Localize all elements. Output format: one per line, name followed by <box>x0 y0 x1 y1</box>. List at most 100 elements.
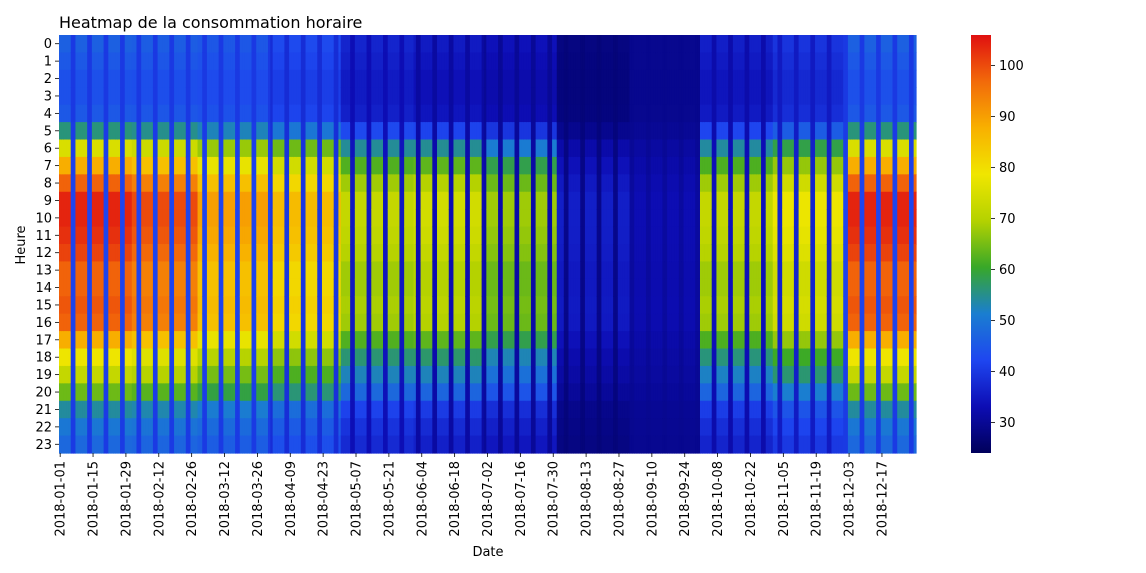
heatmap-cell <box>155 69 159 88</box>
heatmap-cell <box>291 365 295 384</box>
heatmap-cell <box>439 435 443 454</box>
heatmap-cell <box>469 139 473 158</box>
heatmap-cell <box>420 122 424 141</box>
heatmap-cell <box>225 139 229 158</box>
heatmap-cell <box>321 435 325 454</box>
heatmap-cell <box>331 226 335 245</box>
heatmap-cell <box>314 383 318 402</box>
heatmap-cell <box>331 365 335 384</box>
heatmap-cell <box>387 435 391 454</box>
heatmap-cell <box>148 435 152 454</box>
heatmap-cell <box>59 365 62 384</box>
heatmap-cell <box>75 139 79 158</box>
heatmap-cell <box>237 261 241 280</box>
heatmap-cell <box>537 400 541 419</box>
heatmap-cell <box>458 331 462 350</box>
heatmap-cell <box>481 226 485 245</box>
heatmap-cell <box>253 418 257 437</box>
heatmap-cell <box>167 69 170 88</box>
heatmap-cell <box>347 313 351 332</box>
heatmap-cell <box>336 278 340 297</box>
heatmap-cell <box>526 209 530 228</box>
heatmap-cell <box>352 278 356 297</box>
heatmap-cell <box>307 69 311 88</box>
heatmap-cell <box>134 104 138 123</box>
heatmap-cell <box>507 418 511 437</box>
heatmap-cell <box>242 226 246 245</box>
heatmap-cell <box>516 104 520 123</box>
heatmap-cell <box>127 209 131 228</box>
heatmap-cell <box>429 261 433 280</box>
heatmap-cell <box>258 174 262 193</box>
heatmap-cell <box>491 348 494 367</box>
heatmap-cell <box>340 331 344 350</box>
heatmap-cell <box>310 348 314 367</box>
heatmap-cell <box>425 278 429 297</box>
heatmap-cell <box>258 261 262 280</box>
heatmap-cell <box>228 261 231 280</box>
heatmap-cell <box>371 156 375 175</box>
heatmap-cell <box>108 348 112 367</box>
heatmap-cell <box>87 52 91 71</box>
heatmap-cell <box>87 261 91 280</box>
heatmap-cell <box>364 400 368 419</box>
heatmap-cell <box>197 435 201 454</box>
heatmap-cell <box>458 348 462 367</box>
heatmap-cell <box>129 278 133 297</box>
heatmap-cell <box>286 35 290 54</box>
heatmap-cell <box>296 418 300 437</box>
heatmap-cell <box>270 174 274 193</box>
heatmap-cell <box>528 400 532 419</box>
heatmap-cell <box>479 174 483 193</box>
heatmap-cell <box>521 156 525 175</box>
heatmap-cell <box>537 383 541 402</box>
heatmap-cell <box>505 104 509 123</box>
heatmap-cell <box>157 244 161 263</box>
heatmap-cell <box>282 400 285 419</box>
heatmap-cell <box>230 400 234 419</box>
heatmap-cell <box>352 226 356 245</box>
heatmap-cell <box>296 331 300 350</box>
heatmap-cell <box>138 69 142 88</box>
heatmap-cell <box>171 104 175 123</box>
heatmap-cell <box>312 244 316 263</box>
heatmap-cell <box>66 191 69 210</box>
heatmap-cell <box>314 156 318 175</box>
heatmap-cell <box>462 313 466 332</box>
heatmap-cell <box>465 209 469 228</box>
heatmap-cell <box>260 313 264 332</box>
heatmap-cell <box>183 87 187 106</box>
heatmap-cell <box>383 174 386 193</box>
heatmap-cell <box>84 296 88 315</box>
heatmap-cell <box>399 104 403 123</box>
heatmap-cell <box>178 278 182 297</box>
heatmap-cell <box>185 191 189 210</box>
heatmap-cell <box>458 435 462 454</box>
heatmap-cell <box>366 348 370 367</box>
heatmap-cell <box>451 383 455 402</box>
heatmap-cell <box>521 365 525 384</box>
heatmap-cell <box>446 418 450 437</box>
heatmap-cell <box>258 209 262 228</box>
heatmap-cell <box>110 35 114 54</box>
heatmap-cell <box>324 331 328 350</box>
heatmap-cell <box>329 156 332 175</box>
heatmap-cell <box>296 296 300 315</box>
heatmap-cell <box>425 209 429 228</box>
heatmap-cell <box>383 52 386 71</box>
heatmap-cell <box>267 191 271 210</box>
heatmap-cell <box>223 174 227 193</box>
heatmap-cell <box>481 313 485 332</box>
heatmap-cell <box>420 191 424 210</box>
heatmap-cell <box>185 383 189 402</box>
heatmap-cell <box>399 156 403 175</box>
heatmap-cell <box>162 244 166 263</box>
heatmap-cell <box>157 226 161 245</box>
heatmap-cell <box>540 87 544 106</box>
heatmap-cell <box>150 331 154 350</box>
heatmap-cell <box>143 261 147 280</box>
heatmap-cell <box>401 156 405 175</box>
heatmap-cell <box>61 174 65 193</box>
heatmap-cell <box>514 174 518 193</box>
heatmap-cell <box>289 209 293 228</box>
